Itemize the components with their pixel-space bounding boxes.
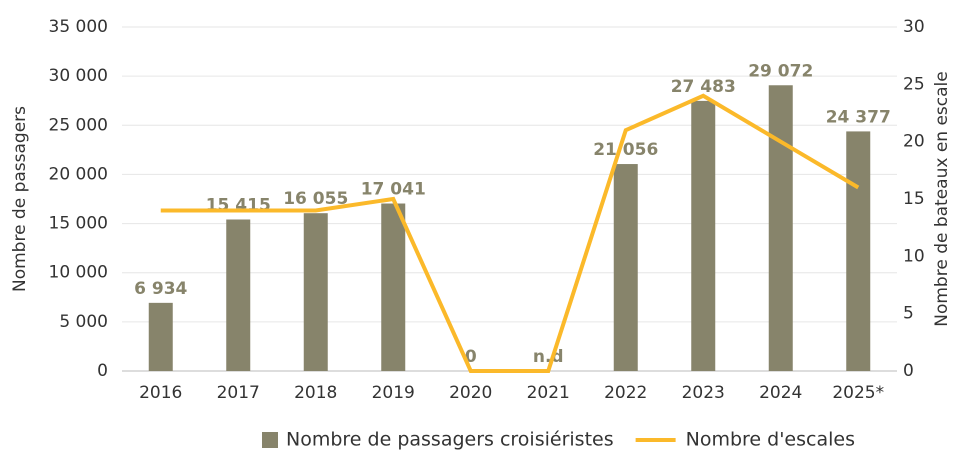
x-tick-label: 2024: [759, 383, 802, 403]
y-tick-label: 15 000: [49, 214, 108, 234]
bar: [303, 213, 328, 371]
y2-tick-label: 25: [903, 74, 925, 94]
y-tick-label: 35 000: [49, 17, 108, 37]
value-label: 21 056: [593, 140, 658, 160]
y-tick-label: 0: [97, 361, 108, 381]
y2-axis-label: Nombre de bateaux en escale: [932, 71, 952, 327]
line: [160, 93, 860, 373]
value-label: 29 072: [748, 61, 813, 81]
legend-label: Nombre d'escales: [686, 429, 855, 451]
y2-tick-label: 15: [903, 189, 925, 209]
bar: [613, 164, 638, 371]
bar: [768, 85, 793, 372]
y2-tick-label: 10: [903, 246, 925, 266]
x-tick-label: 2023: [682, 383, 725, 403]
x-tick-label: 2020: [449, 383, 492, 403]
value-label: 24 377: [826, 107, 891, 127]
x-tick-label: 2025*: [832, 383, 884, 403]
bar: [381, 203, 406, 371]
x-tick-label: 2016: [139, 383, 182, 403]
y2-tick-label: 30: [903, 17, 925, 37]
y-axis-label: Nombre de passagers: [10, 106, 30, 292]
bar: [148, 302, 173, 371]
y-tick-label: 30 000: [49, 66, 108, 86]
y2-tick-label: 20: [903, 132, 925, 152]
bar: [691, 100, 716, 371]
value-label: 27 483: [671, 77, 736, 97]
value-label: 17 041: [361, 180, 426, 200]
value-label: 15 415: [206, 195, 271, 215]
y2-tick-label: 0: [903, 361, 914, 381]
value-label: 16 055: [283, 189, 348, 209]
y-tick-label: 25 000: [49, 115, 108, 135]
y2-tick-label: 5: [903, 304, 914, 324]
value-label: 6 934: [134, 279, 187, 299]
x-tick-label: 2017: [217, 383, 260, 403]
y-tick-label: 20 000: [49, 164, 108, 184]
bar: [846, 131, 871, 371]
bar: [226, 219, 251, 371]
value-label: n.d: [533, 347, 564, 367]
x-tick-label: 2018: [294, 383, 337, 403]
x-tick-label: 2021: [527, 383, 570, 403]
legend-swatch: [262, 432, 278, 448]
legend-label: Nombre de passagers croisiéristes: [286, 429, 614, 451]
x-tick-label: 2019: [372, 383, 415, 403]
y-tick-label: 5 000: [59, 312, 108, 332]
x-tick-label: 2022: [604, 383, 647, 403]
y-tick-label: 10 000: [49, 263, 108, 283]
